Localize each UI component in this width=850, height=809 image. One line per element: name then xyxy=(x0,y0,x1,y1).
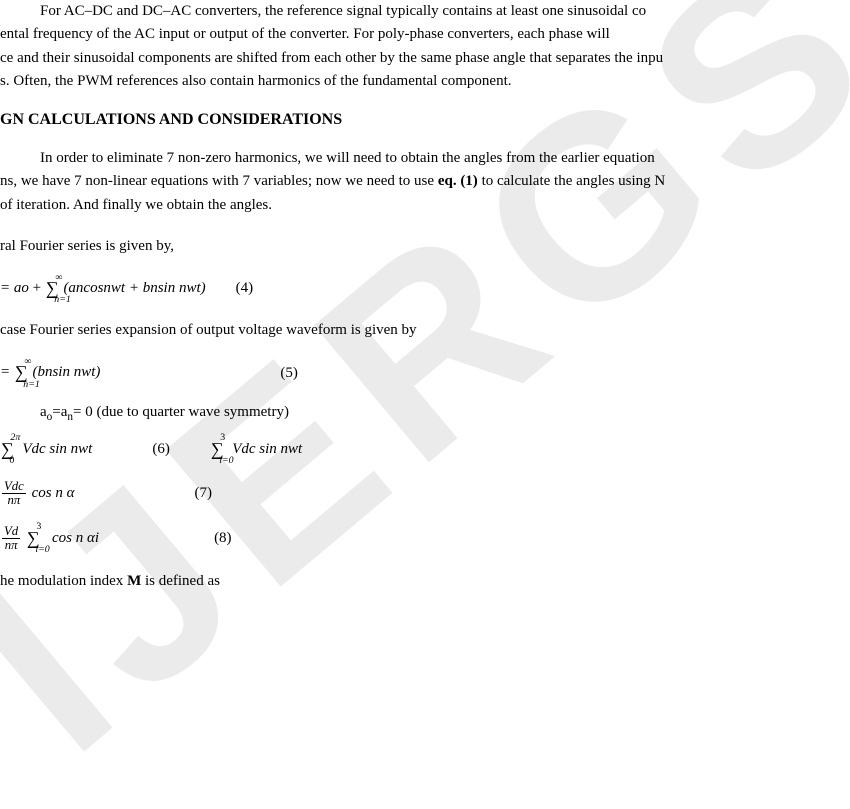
paragraph-modulation: he modulation index M is defined as xyxy=(0,570,850,593)
equation-8: Vd nπ ∑3i=0 cos n αi (8) xyxy=(0,525,850,552)
helper-a: a xyxy=(40,404,47,420)
equation-6: ∑2π0 Vdc sin nwt (6) ∑3i=0 Vdc sin nwt xyxy=(0,437,850,462)
eq5-num: (5) xyxy=(280,363,298,384)
eq8-frac-d: nπ xyxy=(2,539,20,552)
page-content: For AC–DC and DC–AC converters, the refe… xyxy=(0,0,850,593)
equation-7: Vdc nπ cos n α (7) xyxy=(0,480,850,507)
para1-line2: ental frequency of the AC input or outpu… xyxy=(0,26,610,42)
sum-symbol: ∑2π0 xyxy=(1,437,14,462)
eq6-sum-lo: 0 xyxy=(9,454,14,468)
sum-symbol: ∑3i=0 xyxy=(211,437,224,462)
eq7-frac: Vdc nπ xyxy=(2,480,26,507)
eq4-plus: + xyxy=(33,280,45,296)
eq4-sum-lo: n=1 xyxy=(54,293,71,307)
eq5-sum-up: ∞ xyxy=(24,355,31,369)
eq7-frac-n: Vdc xyxy=(2,480,26,494)
eq6r-body: Vdc sin nwt xyxy=(232,441,302,457)
eq5-sum-lo: n=1 xyxy=(23,378,40,392)
helper-eq: =a xyxy=(52,404,67,420)
paragraph-design: In order to eliminate 7 non-zero harmoni… xyxy=(0,147,850,217)
eq6-sum-up: 2π xyxy=(10,431,20,445)
label-fourier: ral Fourier series is given by, xyxy=(0,235,850,258)
eq8-body: cos n αi xyxy=(52,530,99,546)
paragraph-converters: For AC–DC and DC–AC converters, the refe… xyxy=(0,0,850,93)
eq8-frac: Vd nπ xyxy=(2,525,20,552)
eq7-frac-d: nπ xyxy=(2,494,26,507)
section-heading: GN CALCULATIONS AND CONSIDERATIONS xyxy=(0,111,850,129)
eq6r-sum-up: 3 xyxy=(220,431,225,445)
eq4-lhs: = xyxy=(0,280,14,296)
eq7-body: cos n α xyxy=(32,485,75,501)
eq7-num: (7) xyxy=(194,483,212,504)
equation-4: = ao + ∑∞n=1 (ancosnwt + bnsin nwt) (4) xyxy=(0,276,850,301)
sum-symbol: ∑∞n=1 xyxy=(15,360,28,385)
para3-text: he modulation index M is defined as xyxy=(0,573,220,589)
para2-line3: of iteration. And finally we obtain the … xyxy=(0,197,272,213)
equation-5: = ∑∞n=1 (bnsin nwt) (5) xyxy=(0,360,850,385)
eq8-sum-lo: i=0 xyxy=(35,543,49,557)
helper-txt: = 0 (due to quarter wave symmetry) xyxy=(73,404,289,420)
eq6-vdc: Vdc sin nwt xyxy=(22,441,92,457)
eq5-body: (bnsin nwt) xyxy=(32,364,100,380)
sum-symbol: ∑∞n=1 xyxy=(46,276,59,301)
eq6-num: (6) xyxy=(152,439,170,460)
eq4-sum-up: ∞ xyxy=(55,271,62,285)
eq4-body: (ancosnwt + bnsin nwt) xyxy=(63,280,205,296)
eq4-num: (4) xyxy=(236,278,254,299)
label-case-fourier: case Fourier series expansion of output … xyxy=(0,319,850,342)
helper-symmetry: ao=an= 0 (due to quarter wave symmetry) xyxy=(40,404,850,423)
eq8-frac-n: Vd xyxy=(2,525,20,539)
para2-line1: In order to eliminate 7 non-zero harmoni… xyxy=(40,150,655,166)
eq5-lhs: = xyxy=(0,364,14,380)
sum-symbol: ∑3i=0 xyxy=(27,526,40,551)
para1-line1: For AC–DC and DC–AC converters, the refe… xyxy=(40,3,646,19)
eq4-ao: ao xyxy=(14,280,29,296)
para2-line2: ns, we have 7 non-linear equations with … xyxy=(0,173,665,189)
eq8-sum-up: 3 xyxy=(36,520,41,534)
para1-line4: s. Often, the PWM references also contai… xyxy=(0,73,512,89)
para1-line3: ce and their sinusoidal components are s… xyxy=(0,50,663,66)
eq6r-sum-lo: i=0 xyxy=(219,454,233,468)
eq8-num: (8) xyxy=(214,528,232,549)
